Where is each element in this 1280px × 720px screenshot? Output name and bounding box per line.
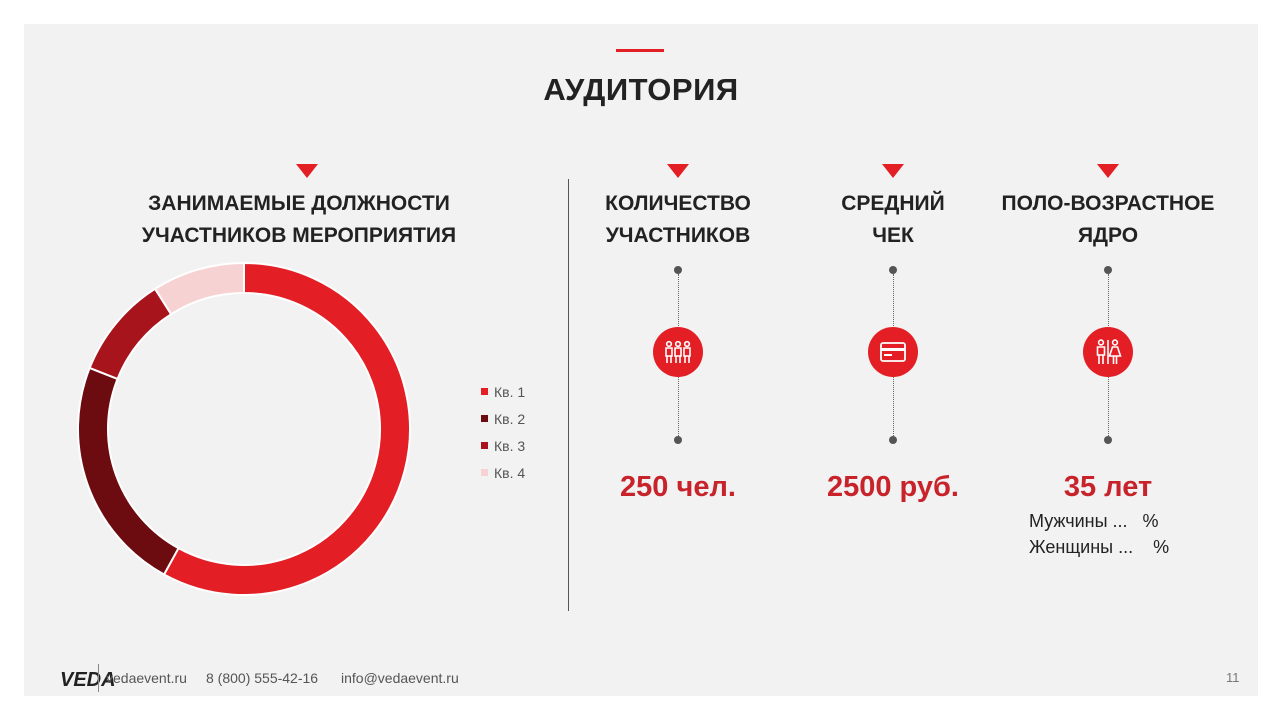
- metric-value: 2500 руб.: [826, 471, 959, 503]
- chart-heading-line1: ЗАНИМАЕМЫЕ ДОЛЖНОСТИ: [148, 192, 450, 215]
- legend-label: Кв. 3: [494, 437, 526, 454]
- metric-heading-line1: ПОЛО-ВОЗРАСТНОЕ: [1001, 192, 1215, 215]
- legend-swatch: [481, 469, 488, 476]
- legend-swatch: [481, 442, 488, 449]
- connector-dot: [674, 266, 682, 274]
- legend-swatch: [481, 388, 488, 395]
- footer-divider: [98, 664, 99, 692]
- legend-item: Кв. 3: [481, 432, 525, 459]
- connector-line: [1108, 377, 1109, 436]
- connector-dot: [889, 266, 897, 274]
- page-title: АУДИТОРИЯ: [543, 72, 739, 107]
- metric-heading-line2: ЧЕК: [872, 224, 914, 247]
- metric-heading-line1: СРЕДНИЙ: [841, 192, 945, 215]
- legend-label: Кв. 2: [494, 410, 526, 427]
- footer-email[interactable]: info@vedaevent.ru: [341, 670, 459, 686]
- chart-legend: Кв. 1 Кв. 2 Кв. 3 Кв. 4: [481, 378, 525, 486]
- footer-phone[interactable]: 8 (800) 555-42-16: [206, 670, 319, 686]
- connector-line: [1108, 274, 1109, 326]
- page-number: 11: [1226, 670, 1240, 685]
- section-marker-icon: [1097, 164, 1119, 178]
- metric-value: 250 чел.: [620, 471, 736, 503]
- metric-heading-line1: КОЛИЧЕСТВО: [605, 192, 751, 215]
- connector-line: [678, 274, 679, 326]
- legend-label: Кв. 4: [494, 464, 526, 481]
- donut-slice-1: [162, 261, 411, 596]
- legend-swatch: [481, 415, 488, 422]
- connector-dot: [1104, 436, 1112, 444]
- connector-line: [893, 274, 894, 326]
- metric-heading-line2: ЯДРО: [1077, 224, 1139, 247]
- connector-dot: [1104, 266, 1112, 274]
- metric-heading-line2: УЧАСТНИКОВ: [605, 224, 751, 247]
- metric-heading: ПОЛО-ВОЗРАСТНОЕ ЯДРО: [983, 188, 1233, 252]
- metric-value: 35 лет: [1063, 471, 1153, 503]
- metric-heading: СРЕДНИЙ ЧЕК: [768, 188, 1018, 252]
- chart-heading-line2: УЧАСТНИКОВ МЕРОПРИЯТИЯ: [141, 224, 457, 247]
- slide: АУДИТОРИЯ ЗАНИМАЕМЫЕ ДОЛЖНОСТИ УЧАСТНИКО…: [24, 24, 1258, 696]
- footer-website[interactable]: vedaevent.ru: [106, 670, 187, 686]
- chart-heading: ЗАНИМАЕМЫЕ ДОЛЖНОСТИ УЧАСТНИКОВ МЕРОПРИЯ…: [84, 188, 514, 252]
- connector-line: [678, 377, 679, 436]
- section-marker-icon: [882, 164, 904, 178]
- section-marker-icon: [296, 164, 318, 178]
- donut-slice-2: [77, 366, 180, 576]
- section-divider: [568, 179, 569, 611]
- legend-item: Кв. 4: [481, 459, 525, 486]
- section-marker-icon: [667, 164, 689, 178]
- veda-logo: VEDA: [60, 669, 116, 691]
- credit-card-icon: [868, 327, 918, 377]
- legend-item: Кв. 2: [481, 405, 525, 432]
- gender-breakdown-line: Женщины ... %: [1029, 537, 1170, 557]
- donut-slice-4: [153, 261, 245, 316]
- connector-line: [893, 377, 894, 436]
- male-female-icon: [1083, 327, 1133, 377]
- connector-dot: [889, 436, 897, 444]
- metric-heading: КОЛИЧЕСТВО УЧАСТНИКОВ: [553, 188, 803, 252]
- title-accent-bar: [616, 49, 664, 52]
- gender-breakdown-line: Мужчины ... %: [1029, 511, 1159, 531]
- donut-chart: [77, 261, 411, 596]
- legend-label: Кв. 1: [494, 383, 526, 400]
- connector-dot: [674, 436, 682, 444]
- people-icon: [653, 327, 703, 377]
- legend-item: Кв. 1: [481, 378, 525, 405]
- donut-slice-3: [88, 287, 173, 381]
